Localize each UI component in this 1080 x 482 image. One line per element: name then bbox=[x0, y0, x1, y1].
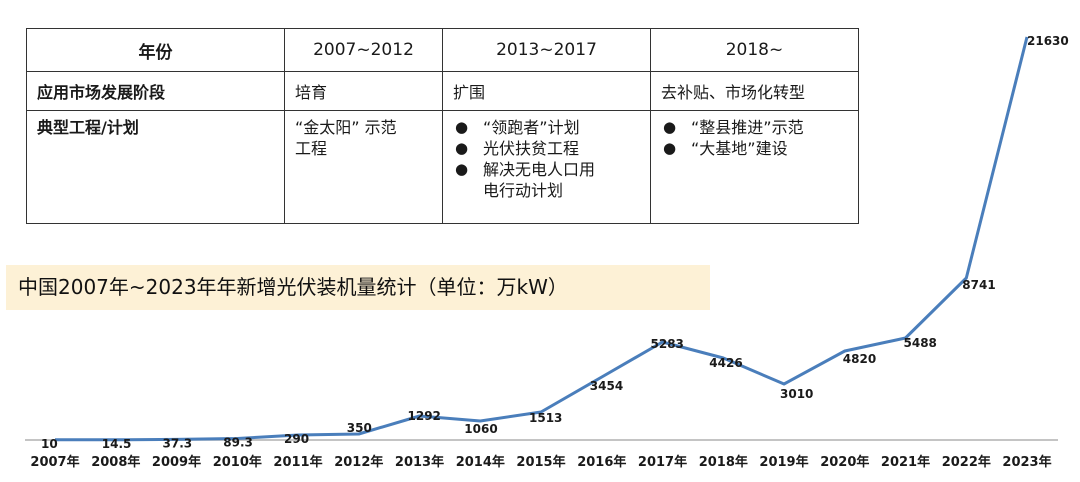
data-label: 14.5 bbox=[102, 437, 132, 451]
header-cell: 2018~ bbox=[650, 28, 859, 72]
data-label: 10 bbox=[41, 437, 58, 451]
x-tick-label: 2020年 bbox=[820, 454, 869, 470]
table-row: 应用市场发展阶段 培育 扩围 去补贴、市场化转型 bbox=[26, 71, 859, 111]
x-tick-label: 2009年 bbox=[152, 454, 201, 470]
data-label: 1060 bbox=[464, 422, 497, 436]
bullet-icon: ● bbox=[455, 118, 469, 136]
table-cell: ● “整县推进”示范 ● “大基地”建设 bbox=[650, 110, 859, 224]
chart-title: 中国2007年~2023年年新增光伏装机量统计（单位：万kW） bbox=[6, 265, 710, 310]
bullet-icon: ● bbox=[663, 118, 677, 136]
data-label: 37.3 bbox=[163, 436, 193, 450]
x-tick-label: 2013年 bbox=[395, 454, 444, 470]
x-tick-label: 2010年 bbox=[213, 454, 262, 470]
x-tick-label: 2023年 bbox=[1002, 454, 1051, 470]
data-label: 1513 bbox=[529, 411, 562, 425]
x-tick-label: 2014年 bbox=[456, 454, 505, 470]
x-tick-label: 2012年 bbox=[334, 454, 383, 470]
cell-text-line: “金太阳” 示范 bbox=[295, 118, 397, 137]
list-item: ● “大基地”建设 bbox=[661, 138, 848, 159]
x-tick-label: 2019年 bbox=[759, 454, 808, 470]
bullet-icon: ● bbox=[663, 139, 677, 157]
data-label: 21630 bbox=[1027, 34, 1069, 48]
data-label: 89.3 bbox=[223, 436, 253, 450]
header-cell: 年份 bbox=[26, 28, 285, 72]
bullet-icon: ● bbox=[455, 139, 469, 157]
data-label: 4426 bbox=[709, 356, 742, 370]
bullet-icon: ● bbox=[455, 160, 469, 178]
list-item-text: 光伏扶贫工程 bbox=[483, 139, 580, 158]
list-item-text: “整县推进”示范 bbox=[691, 118, 804, 137]
cell-text-line: 工程 bbox=[295, 139, 328, 158]
list-item: ● “领跑者”计划 bbox=[453, 117, 640, 138]
row-header-stage: 应用市场发展阶段 bbox=[26, 71, 285, 111]
x-tick-label: 2008年 bbox=[91, 454, 140, 470]
list-item: ● 光伏扶贫工程 bbox=[453, 138, 640, 159]
x-tick-label: 2011年 bbox=[273, 454, 322, 470]
x-tick-label: 2015年 bbox=[516, 454, 565, 470]
data-label: 1292 bbox=[408, 409, 441, 423]
bullet-list: ● “整县推进”示范 ● “大基地”建设 bbox=[661, 117, 848, 159]
data-label: 3010 bbox=[780, 387, 813, 401]
x-tick-label: 2017年 bbox=[638, 454, 687, 470]
table-row: 典型工程/计划 “金太阳” 示范 工程 ● “领跑者”计划 ● 光伏扶贫工程 ● 解决… bbox=[26, 110, 859, 224]
x-tick-label: 2021年 bbox=[881, 454, 930, 470]
table-cell: ● “领跑者”计划 ● 光伏扶贫工程 ● 解决无电人口用 电行动计划 bbox=[442, 110, 651, 224]
data-label: 8741 bbox=[962, 278, 995, 292]
list-item: ● 解决无电人口用 电行动计划 bbox=[453, 159, 640, 201]
data-label: 5283 bbox=[651, 337, 684, 351]
data-label: 350 bbox=[347, 421, 372, 435]
table-cell: 去补贴、市场化转型 bbox=[650, 71, 859, 111]
header-cell: 2007~2012 bbox=[284, 28, 443, 72]
data-label: 290 bbox=[284, 432, 309, 446]
x-tick-label: 2007年 bbox=[30, 454, 79, 470]
list-item-text: “领跑者”计划 bbox=[483, 118, 580, 137]
table-cell: 扩围 bbox=[442, 71, 651, 111]
phase-table: 年份 2007~2012 2013~2017 2018~ 应用市场发展阶段 培育… bbox=[26, 28, 859, 224]
x-tick-label: 2022年 bbox=[942, 454, 991, 470]
list-item-text: 电行动计划 bbox=[483, 181, 564, 200]
data-label: 3454 bbox=[590, 379, 623, 393]
row-header-projects: 典型工程/计划 bbox=[26, 110, 285, 224]
list-item: ● “整县推进”示范 bbox=[661, 117, 848, 138]
data-label: 5488 bbox=[904, 336, 937, 350]
data-label: 4820 bbox=[843, 352, 876, 366]
bullet-list: ● “领跑者”计划 ● 光伏扶贫工程 ● 解决无电人口用 电行动计划 bbox=[453, 117, 640, 201]
list-item-text: “大基地”建设 bbox=[691, 139, 788, 158]
list-item-text: 解决无电人口用 bbox=[483, 160, 596, 179]
x-tick-label: 2016年 bbox=[577, 454, 626, 470]
series-line bbox=[55, 36, 1029, 442]
x-tick-label: 2018年 bbox=[699, 454, 748, 470]
table-cell: “金太阳” 示范 工程 bbox=[284, 110, 443, 224]
table-header-row: 年份 2007~2012 2013~2017 2018~ bbox=[26, 28, 859, 72]
